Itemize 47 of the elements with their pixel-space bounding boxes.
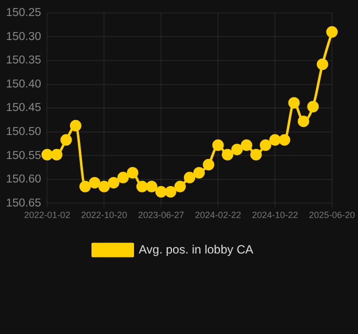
y-tick-label: 150.50 [6,126,42,138]
x-tick-label: 2024-02-22 [195,210,242,220]
y-tick-label: 150.60 [6,174,42,186]
y-tick-label: 150.55 [6,150,42,162]
point [250,148,262,160]
point [212,139,224,151]
x-tick-label: 2024-10-22 [252,210,298,220]
point [79,180,91,192]
point [326,26,338,38]
y-tick-label: 150.35 [6,54,42,67]
x-tick-label: 2022-10-20 [81,210,128,220]
x-tick-label: 2023-06-27 [138,210,184,220]
point [50,148,62,160]
point [316,58,328,70]
point [174,180,186,192]
point [41,148,53,160]
y-tick-label: 150.30 [6,30,42,43]
point [88,176,100,188]
point [126,167,138,178]
point [98,180,110,192]
point [136,180,148,192]
y-tick-label: 150.25 [6,7,42,20]
point [202,158,214,170]
y-tick-label: 150.65 [6,197,42,210]
y-tick-label: 150.45 [6,102,42,114]
legend-label: Avg. pos. in lobby CA [138,242,254,256]
point [60,134,72,146]
point [240,139,252,151]
point [269,134,281,146]
point [146,180,158,192]
point [260,139,272,151]
y-tick-label: 150.40 [6,78,42,90]
x-tick-label: 2022-01-02 [24,210,70,220]
point [155,186,167,198]
point [278,134,290,146]
point [298,116,310,128]
point [222,148,234,160]
point [307,100,319,112]
point [70,120,82,132]
point [193,167,205,178]
point [108,176,120,188]
point [231,144,243,156]
point [184,172,196,184]
point [164,186,176,198]
x-tick-label: 2025-06-20 [308,210,356,220]
point [288,97,300,109]
point [117,172,129,184]
